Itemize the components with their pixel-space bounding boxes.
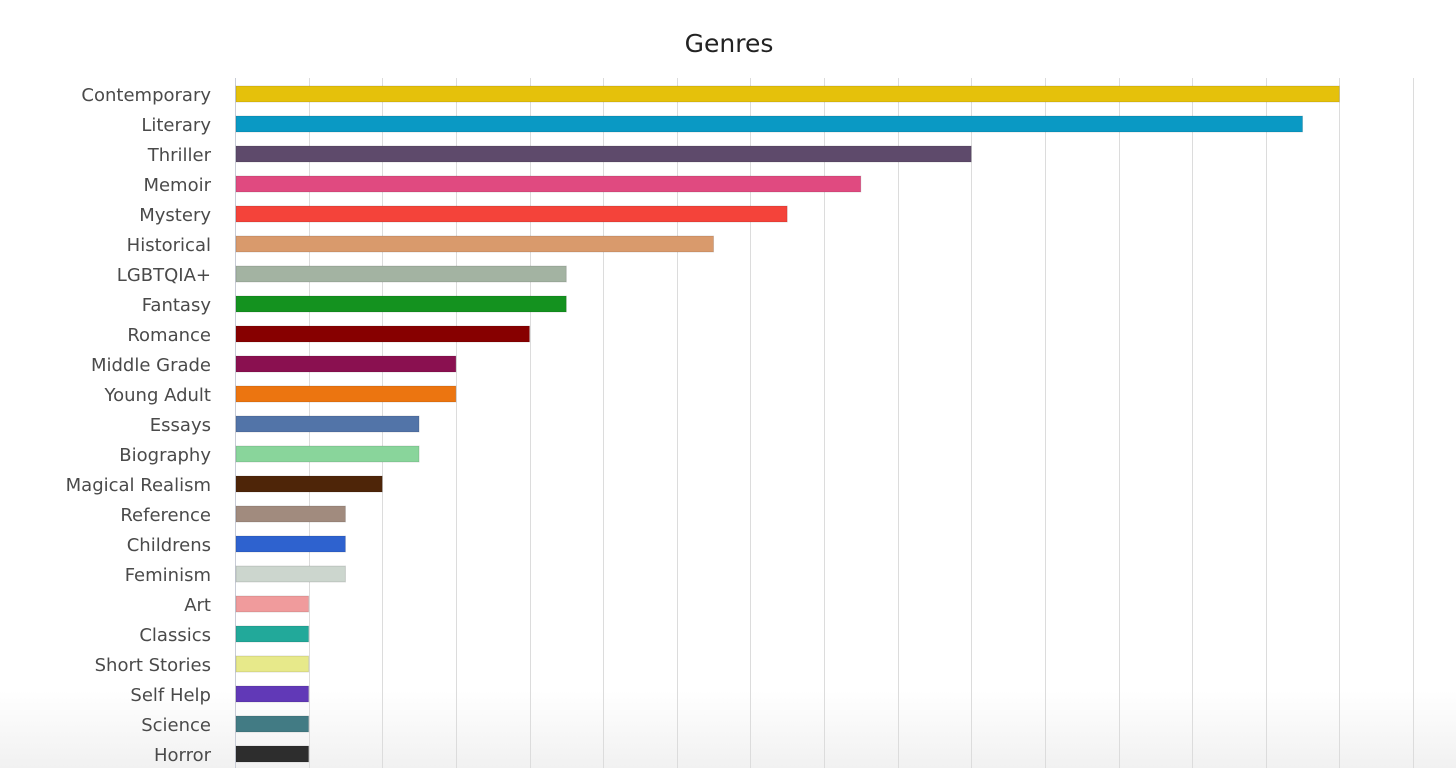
category-label-middle-grade: Middle Grade <box>91 355 211 376</box>
category-label-magical-realism: Magical Realism <box>66 475 211 496</box>
category-label-mystery: Mystery <box>139 205 211 226</box>
bar-lgbtqia[interactable] <box>235 265 567 283</box>
category-label-classics: Classics <box>139 625 211 646</box>
category-label-thriller: Thriller <box>147 145 212 166</box>
bar-thriller[interactable] <box>235 145 972 163</box>
category-label-biography: Biography <box>119 445 211 466</box>
bars <box>235 85 1340 763</box>
bar-historical[interactable] <box>235 235 715 253</box>
category-label-romance: Romance <box>127 325 211 346</box>
bar-mystery[interactable] <box>235 205 788 223</box>
category-label-art: Art <box>184 595 211 616</box>
bar-young-adult[interactable] <box>235 385 457 403</box>
category-label-short-stories: Short Stories <box>95 655 211 676</box>
bar-memoir[interactable] <box>235 175 862 193</box>
category-label-literary: Literary <box>141 115 211 136</box>
bar-contemporary[interactable] <box>235 85 1340 103</box>
bar-horror[interactable] <box>235 745 310 763</box>
category-label-historical: Historical <box>127 235 211 256</box>
category-label-horror: Horror <box>154 745 212 766</box>
bar-science[interactable] <box>235 715 310 733</box>
category-label-lgbtqia: LGBTQIA+ <box>117 265 211 286</box>
category-label-feminism: Feminism <box>125 565 211 586</box>
bar-art[interactable] <box>235 595 310 613</box>
bar-classics[interactable] <box>235 625 310 643</box>
bar-reference[interactable] <box>235 505 346 523</box>
bar-self-help[interactable] <box>235 685 310 703</box>
bar-middle-grade[interactable] <box>235 355 457 373</box>
gridlines <box>235 78 1414 768</box>
category-label-reference: Reference <box>120 505 211 526</box>
bar-short-stories[interactable] <box>235 655 310 673</box>
bar-fantasy[interactable] <box>235 295 567 313</box>
bar-childrens[interactable] <box>235 535 346 553</box>
category-labels: Contemporary Literary Thriller Memoir Myster… <box>66 85 212 766</box>
category-label-science: Science <box>141 715 211 736</box>
bar-feminism[interactable] <box>235 565 346 583</box>
category-label-memoir: Memoir <box>143 175 211 196</box>
category-label-self-help: Self Help <box>130 685 211 706</box>
category-label-essays: Essays <box>150 415 211 436</box>
category-label-childrens: Childrens <box>127 535 211 556</box>
bar-magical-realism[interactable] <box>235 475 383 493</box>
chart-title: Genres <box>685 29 774 58</box>
bar-essays[interactable] <box>235 415 420 433</box>
bar-literary[interactable] <box>235 115 1304 133</box>
category-label-contemporary: Contemporary <box>81 85 211 106</box>
category-label-young-adult: Young Adult <box>104 385 211 406</box>
bar-biography[interactable] <box>235 445 420 463</box>
category-label-fantasy: Fantasy <box>142 295 212 316</box>
bar-romance[interactable] <box>235 325 530 343</box>
